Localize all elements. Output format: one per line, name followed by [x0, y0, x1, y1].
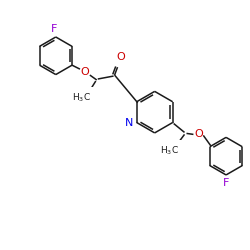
- Text: O: O: [194, 130, 203, 140]
- Text: N: N: [125, 118, 134, 128]
- Text: H$_3$C: H$_3$C: [160, 145, 179, 158]
- Text: O: O: [116, 52, 125, 62]
- Text: H$_3$C: H$_3$C: [72, 92, 92, 104]
- Text: O: O: [80, 67, 89, 77]
- Text: F: F: [223, 178, 229, 188]
- Text: F: F: [50, 24, 57, 34]
